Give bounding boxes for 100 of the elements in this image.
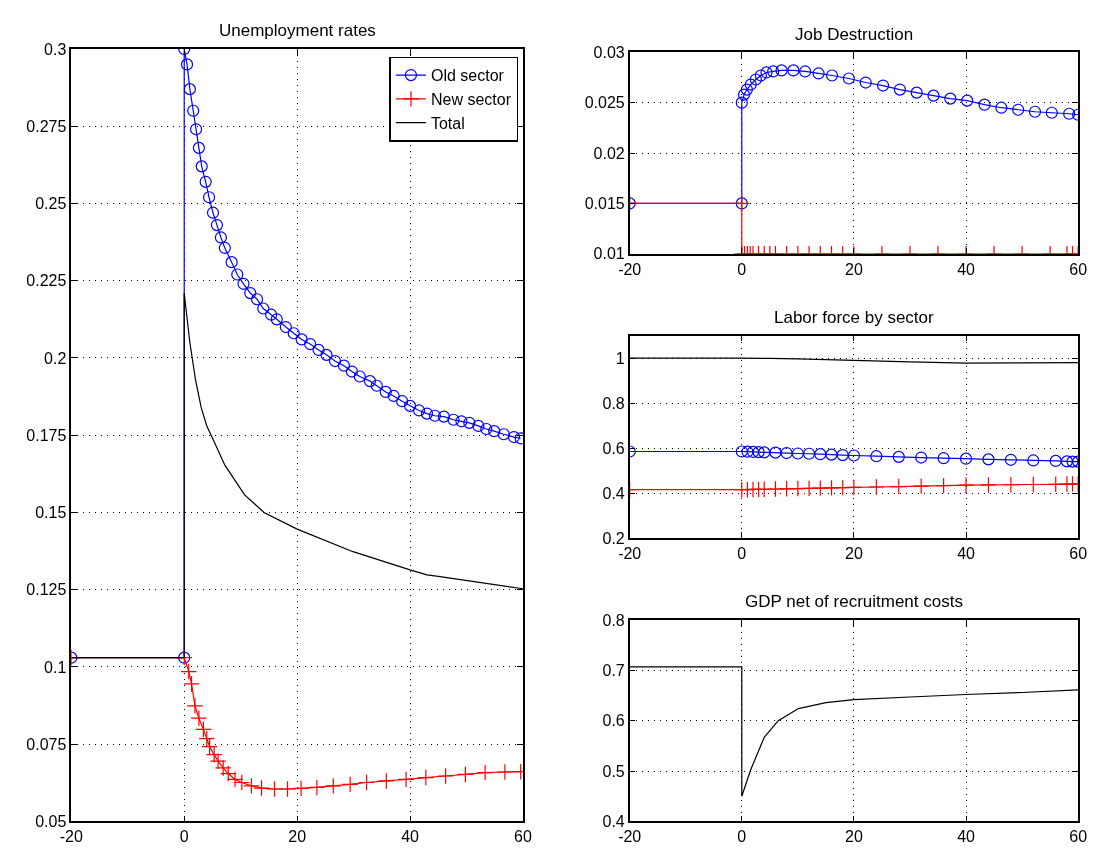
point	[746, 445, 760, 459]
point	[279, 320, 292, 334]
point	[257, 302, 270, 315]
x-tick-label: -20	[618, 260, 642, 278]
point	[749, 73, 762, 86]
y-tick-label: 0.6	[602, 712, 625, 730]
y-tick-label: 0.15	[35, 504, 67, 522]
x-tick-label: 20	[845, 260, 863, 278]
point	[1063, 107, 1076, 120]
y-tick-label: 0.6	[602, 439, 625, 457]
point	[199, 175, 212, 188]
point	[292, 780, 310, 797]
point	[328, 354, 342, 368]
point	[842, 72, 855, 85]
point	[287, 327, 300, 340]
point	[379, 385, 392, 399]
point	[403, 399, 417, 412]
point	[847, 449, 861, 462]
point	[982, 453, 995, 466]
x-tick-label: 0	[737, 260, 747, 278]
point	[192, 141, 205, 154]
point	[417, 769, 435, 786]
point	[397, 771, 415, 788]
point	[243, 777, 260, 795]
point	[180, 663, 198, 680]
point	[890, 478, 908, 495]
y-tick-label: 0.02	[593, 144, 625, 162]
point	[378, 772, 395, 790]
point	[735, 96, 748, 109]
point	[927, 89, 940, 102]
point	[775, 64, 788, 77]
point	[892, 450, 905, 463]
chart-title: Unemployment rates	[219, 21, 376, 40]
point	[1045, 106, 1058, 119]
point	[250, 293, 264, 306]
point	[225, 256, 238, 269]
point	[195, 160, 208, 173]
point	[814, 448, 827, 461]
x-tick-label: 20	[845, 544, 863, 562]
point	[735, 445, 748, 458]
point	[1066, 455, 1079, 468]
point	[825, 69, 839, 82]
x-tick-label: 0	[737, 544, 747, 562]
point	[437, 410, 451, 423]
y-tick-label: 0.05	[35, 813, 67, 831]
x-tick-label: 40	[957, 544, 976, 562]
point	[265, 308, 278, 321]
point	[353, 370, 366, 383]
point	[195, 721, 212, 738]
point	[202, 191, 216, 204]
point	[787, 64, 800, 77]
point	[210, 218, 224, 232]
y-tick-label: 0.025	[584, 94, 625, 112]
legend-label: Old sector	[430, 67, 505, 85]
x-tick-label: 40	[957, 260, 976, 278]
point	[370, 379, 383, 392]
point	[488, 425, 501, 438]
point	[420, 407, 434, 420]
y-tick-label: 0.175	[26, 426, 67, 444]
y-tick-label: 0.125	[26, 581, 67, 599]
point	[447, 413, 460, 426]
point	[912, 477, 930, 495]
y-tick-label: 0.2	[602, 529, 625, 547]
point	[1002, 476, 1020, 494]
point	[244, 286, 257, 300]
point	[876, 79, 890, 92]
point	[308, 779, 326, 796]
point	[206, 206, 220, 219]
y-tick-label: 0.5	[602, 762, 625, 780]
point	[396, 395, 409, 408]
point	[825, 448, 838, 461]
point	[480, 422, 493, 436]
y-tick-label: 0.4	[602, 813, 625, 831]
point	[341, 776, 359, 793]
y-tick-label: 0.7	[602, 661, 625, 679]
point	[802, 447, 816, 460]
point	[859, 76, 872, 89]
chart-title: GDP net of recruitment costs	[745, 592, 963, 611]
y-tick-label: 0.075	[26, 735, 67, 753]
legend-label: Total	[430, 114, 465, 132]
point	[1060, 455, 1074, 468]
point	[218, 241, 231, 255]
point	[337, 359, 351, 372]
point	[214, 231, 228, 244]
point	[767, 65, 780, 78]
point	[476, 764, 494, 781]
y-tick-label: 0.8	[602, 611, 625, 629]
point	[295, 333, 308, 346]
point	[799, 65, 812, 78]
y-tick-label: 0.2	[44, 349, 67, 367]
point	[205, 746, 223, 763]
point	[198, 730, 216, 747]
x-tick-label: 20	[845, 828, 863, 846]
point	[455, 415, 468, 428]
x-tick-label: 60	[1069, 544, 1088, 562]
x-tick-label: 60	[1069, 260, 1088, 278]
y-tick-label: 0.225	[26, 272, 67, 290]
point	[231, 268, 244, 281]
y-tick-label: 0.25	[35, 195, 67, 213]
point	[1028, 105, 1042, 118]
